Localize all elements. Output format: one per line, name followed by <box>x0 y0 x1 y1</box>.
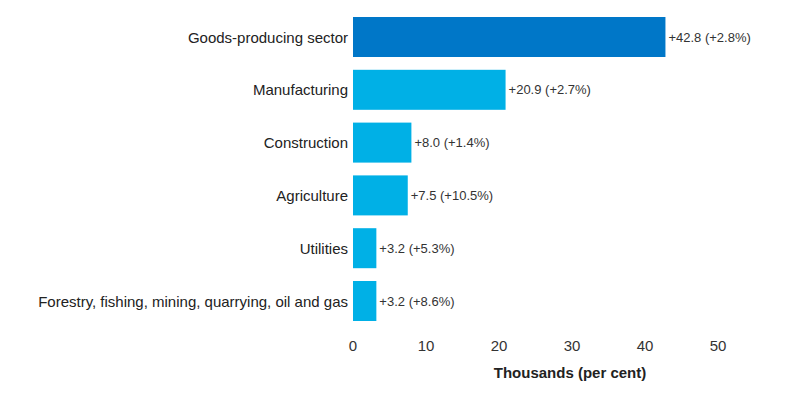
bar <box>353 228 376 268</box>
category-label: Forestry, fishing, mining, quarrying, oi… <box>20 276 348 326</box>
data-label: +7.5 (+10.5%) <box>411 188 493 203</box>
tick-label: 30 <box>564 337 581 354</box>
data-label: +3.2 (+5.3%) <box>379 241 454 256</box>
category-label: Utilities <box>20 223 348 273</box>
tick-label: 50 <box>710 337 727 354</box>
category-label: Agriculture <box>20 170 348 220</box>
category-label: Construction <box>20 118 348 168</box>
tick-label: 20 <box>491 337 508 354</box>
chart: +42.8 (+2.8%) +20.9 (+2.7%) +8.0 (+1.4%) +7… <box>0 0 800 400</box>
data-label: +20.9 (+2.7%) <box>509 82 591 97</box>
category-label: Goods-producing sector <box>20 12 348 62</box>
bar <box>353 123 411 163</box>
tick-label: 10 <box>418 337 435 354</box>
tick-label: 40 <box>637 337 654 354</box>
bar <box>353 17 665 57</box>
bar <box>353 175 408 215</box>
data-label: +8.0 (+1.4%) <box>414 135 489 150</box>
chart-wrap: +42.8 (+2.8%) +20.9 (+2.7%) +8.0 (+1.4%) +7… <box>0 0 800 400</box>
bar <box>353 70 506 110</box>
tick-label: 0 <box>349 337 357 354</box>
category-label: Manufacturing <box>20 65 348 115</box>
bar <box>353 281 376 321</box>
axis-title: Thousands (per cent) <box>494 364 647 381</box>
data-label: +3.2 (+8.6%) <box>379 294 454 309</box>
data-label: +42.8 (+2.8%) <box>668 30 750 45</box>
bars <box>353 17 665 321</box>
